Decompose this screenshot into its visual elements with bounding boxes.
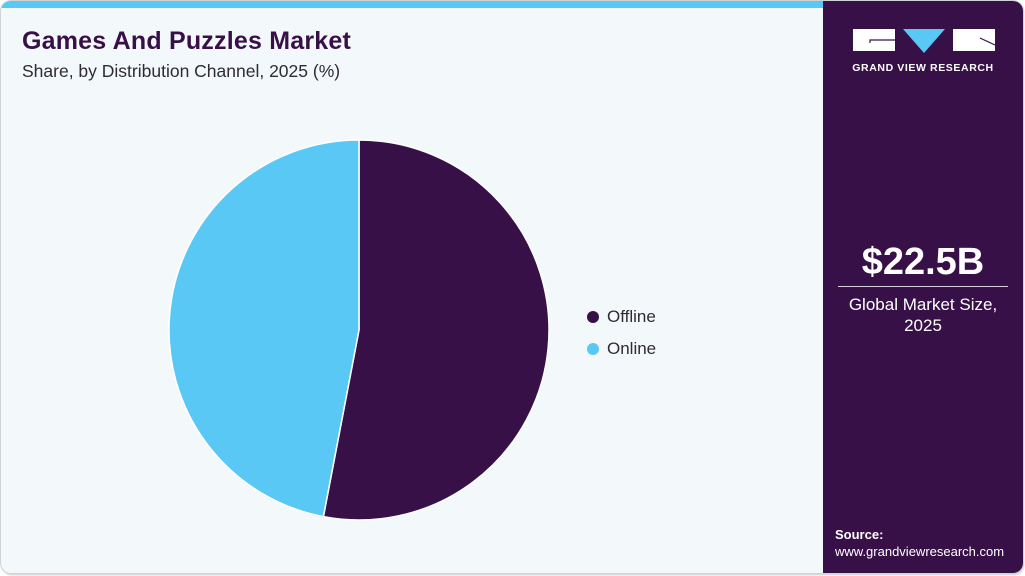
market-size-label: Global Market Size, 2025 bbox=[823, 294, 1023, 336]
pie-slice-offline bbox=[322, 139, 550, 521]
legend-item-offline: Offline bbox=[587, 301, 656, 333]
chart-legend: Offline Online bbox=[587, 301, 656, 365]
market-size-value: $22.5B bbox=[861, 241, 985, 283]
market-size-label-line1: Global Market Size, bbox=[848, 295, 998, 314]
chart-subtitle: Share, by Distribution Channel, 2025 (%) bbox=[22, 61, 341, 81]
legend-label: Offline bbox=[607, 307, 656, 326]
pie-slice-online bbox=[168, 139, 360, 518]
source-url: www.grandviewresearch.com bbox=[835, 544, 1005, 559]
legend-label: Online bbox=[607, 339, 657, 358]
pie-chart bbox=[168, 139, 550, 521]
divider bbox=[838, 286, 1008, 287]
sidebar-panel: GRAND VIEW RESEARCH $22.5B Global Market… bbox=[823, 1, 1023, 573]
legend-item-online: Online bbox=[587, 333, 656, 365]
legend-dot-offline-icon bbox=[587, 311, 599, 323]
legend-dot-online-icon bbox=[587, 343, 599, 355]
brand-name: GRAND VIEW RESEARCH bbox=[852, 62, 994, 74]
chart-title: Games And Puzzles Market bbox=[22, 27, 351, 55]
market-size-label-line2: 2025 bbox=[904, 316, 942, 335]
accent-bar bbox=[1, 1, 823, 8]
gvr-logo-icon bbox=[853, 29, 995, 53]
source-label: Source: bbox=[835, 527, 884, 542]
